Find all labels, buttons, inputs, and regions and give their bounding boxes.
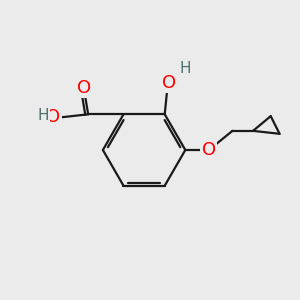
Text: H: H [38, 108, 49, 123]
Text: H: H [180, 61, 191, 76]
Text: O: O [46, 108, 60, 126]
Text: O: O [162, 74, 176, 92]
Text: O: O [202, 141, 216, 159]
Text: O: O [77, 79, 91, 97]
